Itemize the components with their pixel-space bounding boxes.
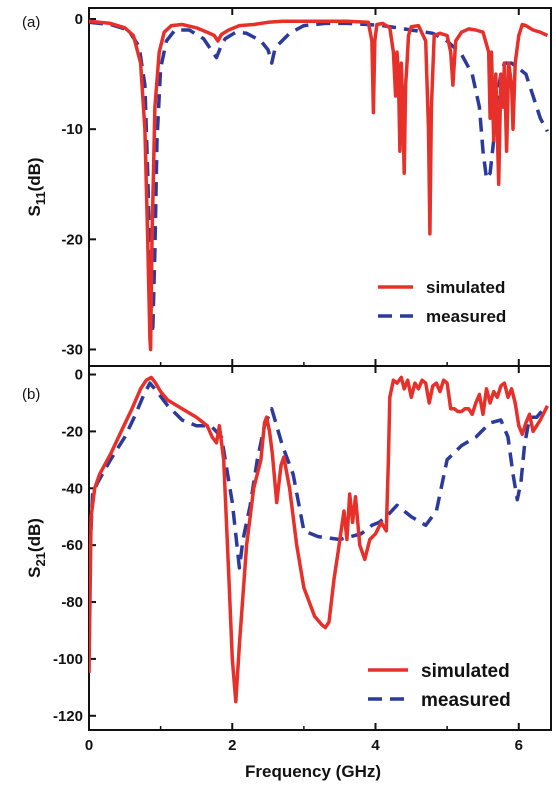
y-tick-label-b-2: -40 bbox=[61, 480, 83, 497]
panel-a-s11: (a) 0 -10 -20 -30 S11(dB) simulated measure… bbox=[22, 7, 552, 367]
panel-label-b: (b) bbox=[22, 386, 40, 403]
y-axis-label-a: S11(dB) bbox=[25, 157, 48, 216]
y-axis-label-b-rest: (dB) bbox=[25, 518, 44, 552]
series-lines-a bbox=[89, 19, 549, 352]
x-tick-label-1: 2 bbox=[228, 737, 236, 754]
x-tick-label-0: 0 bbox=[85, 737, 93, 754]
y-axis-label-a-rest: (dB) bbox=[25, 157, 44, 191]
y-tick-label-a-1: -10 bbox=[61, 121, 83, 138]
legend-a-measured-label: measured bbox=[426, 307, 506, 326]
series-line-b-measured bbox=[89, 381, 546, 574]
x-tick-label-3: 6 bbox=[515, 737, 523, 754]
series-line-b-simulated bbox=[89, 375, 549, 704]
y-axis-label-a-main: S bbox=[25, 205, 44, 216]
y-tick-label-b-3: -60 bbox=[61, 537, 83, 554]
series-lines-b bbox=[89, 375, 549, 704]
panel-label-a: (a) bbox=[22, 14, 40, 31]
axis-ticks-a: 0 -10 -20 -30 bbox=[61, 8, 520, 366]
y-tick-label-b-4: -80 bbox=[61, 594, 83, 611]
y-axis-label-a-sub: 11 bbox=[33, 191, 48, 205]
legend-a: simulated measured bbox=[378, 278, 506, 326]
y-axis-label-b: S21(dB) bbox=[25, 518, 48, 578]
legend-b-simulated-label: simulated bbox=[421, 661, 510, 682]
y-tick-label-b-6: -120 bbox=[53, 708, 83, 725]
y-tick-label-a-2: -20 bbox=[61, 231, 83, 248]
y-tick-label-b-5: -100 bbox=[53, 651, 83, 668]
series-line-a-simulated bbox=[89, 19, 549, 352]
legend-a-simulated-label: simulated bbox=[426, 278, 505, 297]
y-tick-label-b-0: 0 bbox=[75, 367, 83, 384]
legend-b-measured-label: measured bbox=[421, 690, 511, 711]
x-axis-label: Frequency (GHz) bbox=[245, 762, 381, 781]
x-tick-label-2: 4 bbox=[371, 737, 380, 754]
legend-b: simulated measured bbox=[368, 661, 511, 711]
y-tick-label-a-0: 0 bbox=[75, 11, 83, 28]
y-axis-label-b-main: S bbox=[25, 567, 44, 578]
y-axis-label-b-sub: 21 bbox=[33, 552, 48, 566]
y-tick-label-a-3: -30 bbox=[61, 341, 83, 358]
y-tick-label-b-1: -20 bbox=[61, 423, 83, 440]
